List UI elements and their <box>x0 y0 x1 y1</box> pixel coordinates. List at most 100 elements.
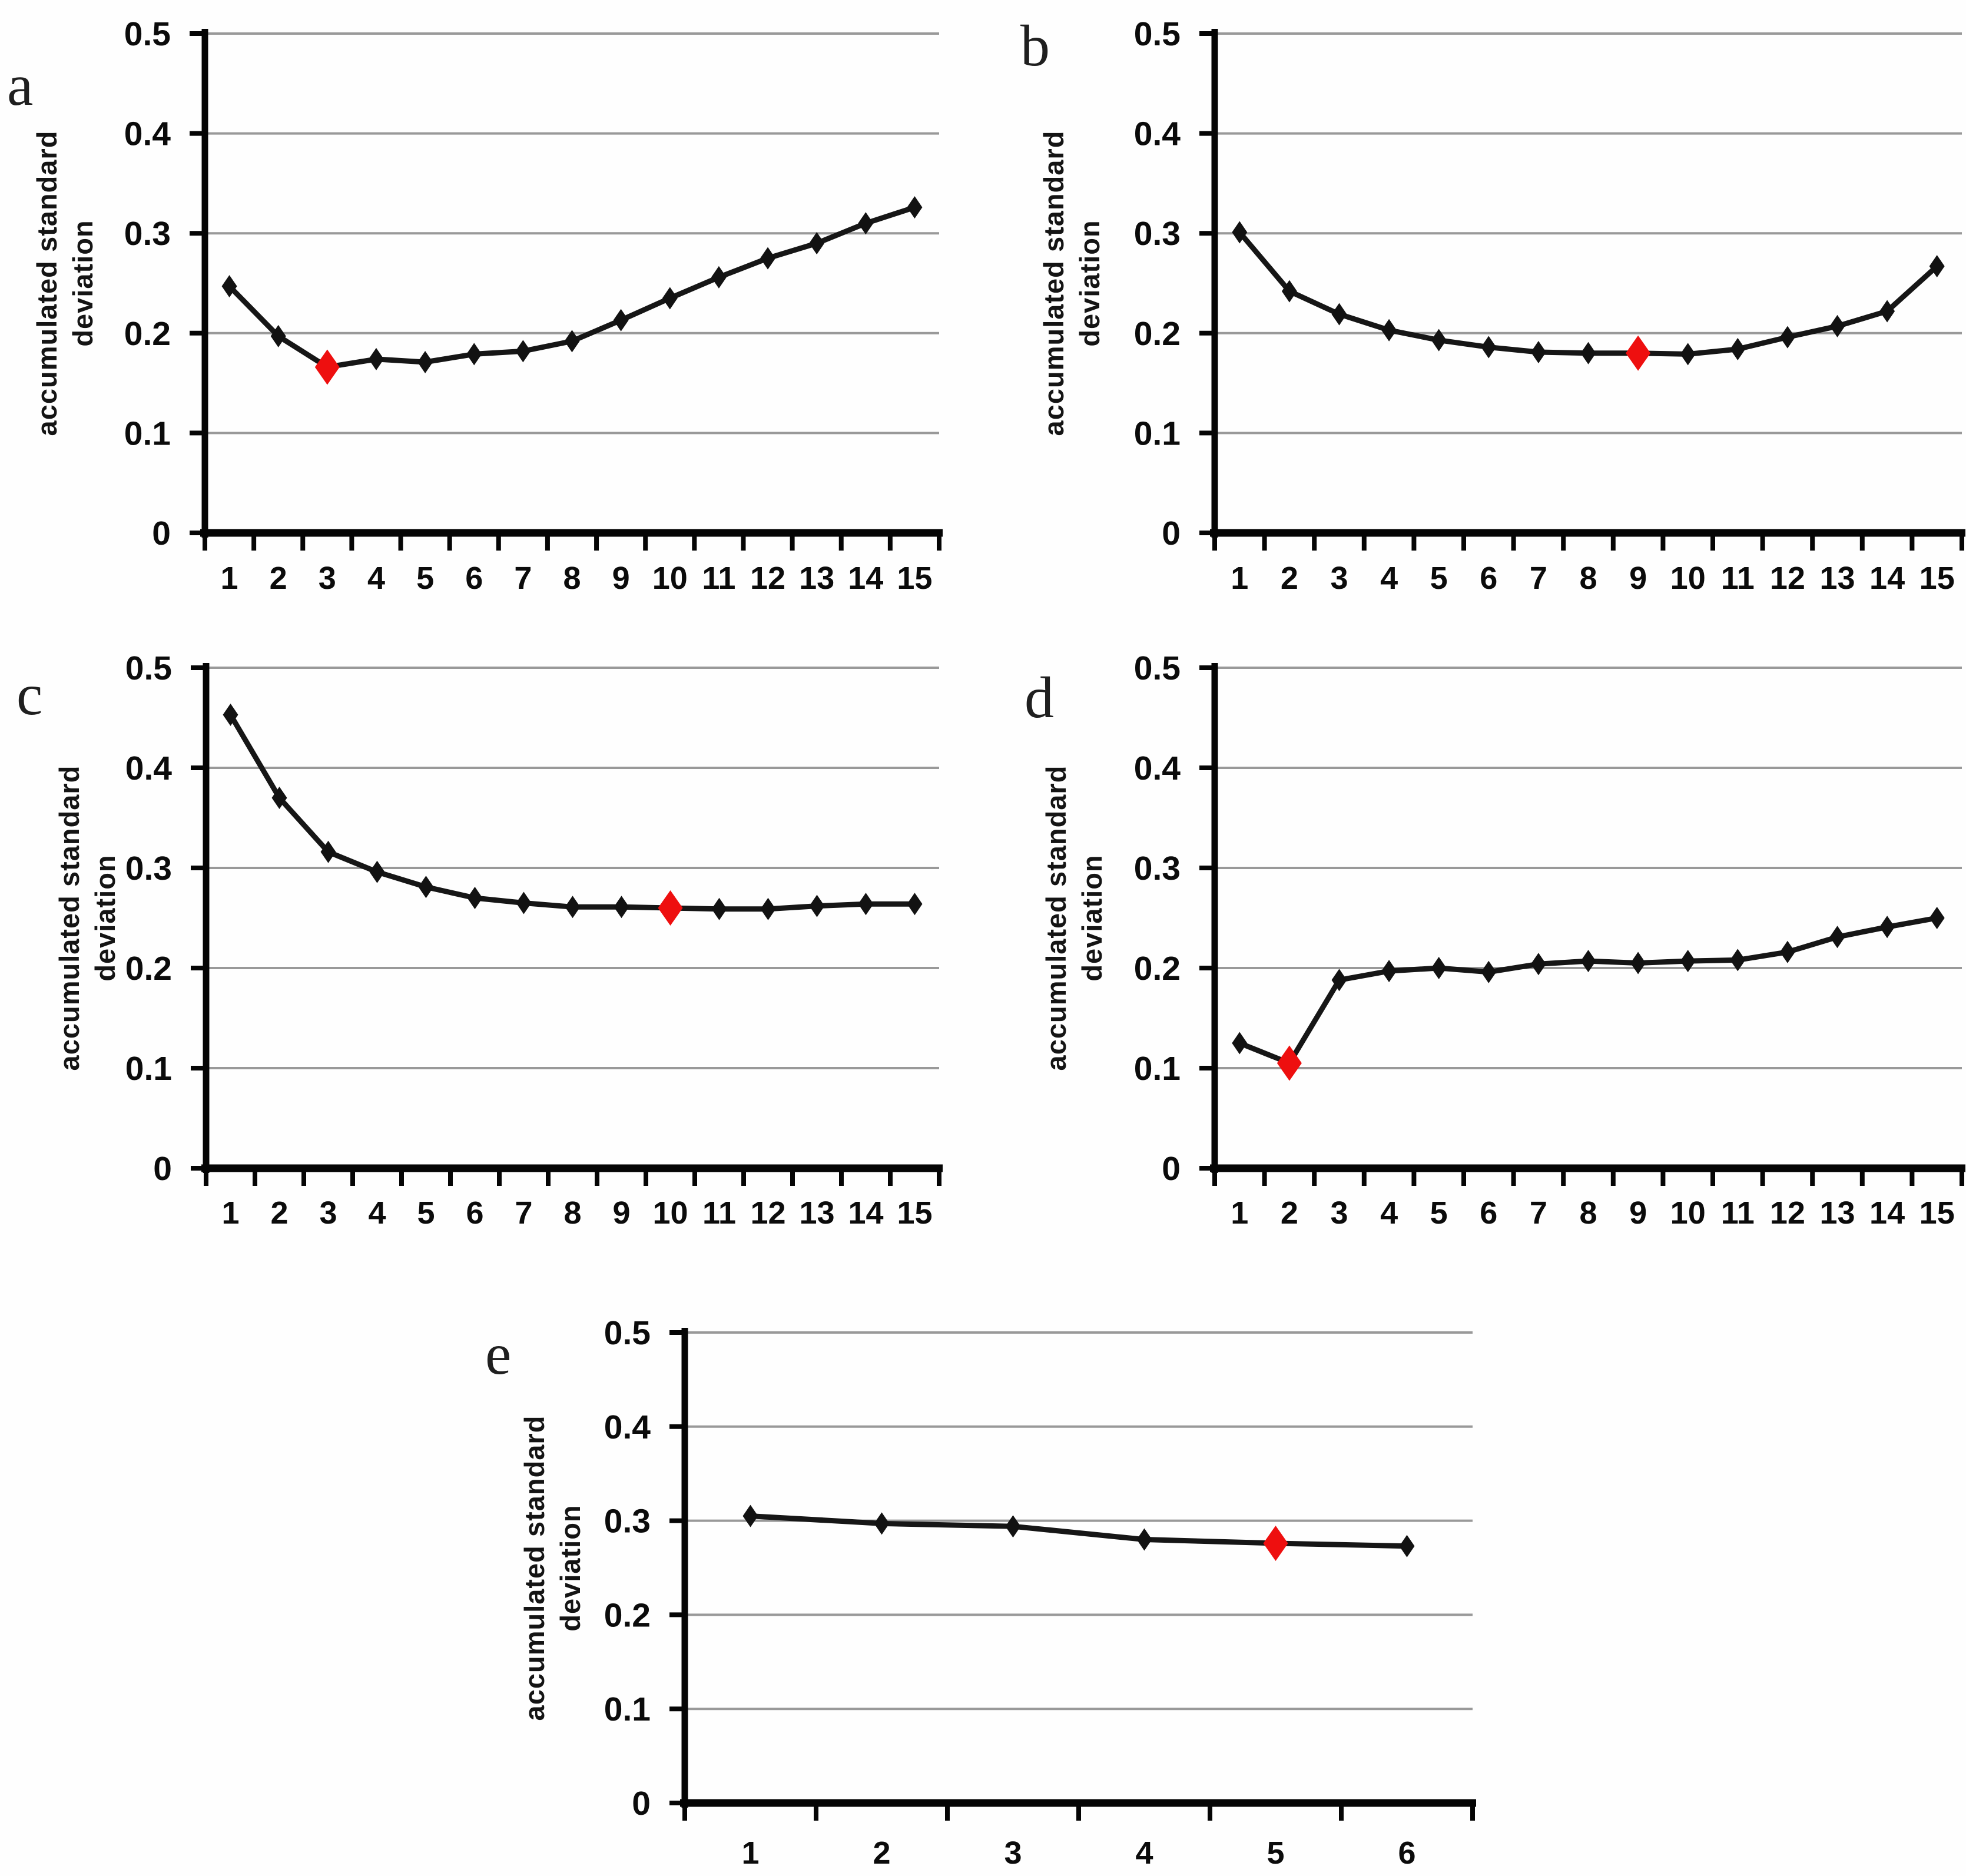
y-tick-label: 0.3 <box>1134 850 1181 887</box>
data-markers <box>742 1504 1415 1561</box>
data-point-marker <box>223 703 238 726</box>
y-tick-label: 0.2 <box>124 315 171 353</box>
panel-letter-a: a <box>7 52 34 118</box>
y-axis-title-line: deviation <box>1076 854 1108 982</box>
panel-letter-e: e <box>485 1321 512 1387</box>
data-point-marker <box>742 1504 758 1527</box>
y-tick-label: 0.2 <box>1134 315 1181 353</box>
data-point-marker <box>1779 940 1795 963</box>
x-tick-label: 14 <box>1869 561 1905 596</box>
x-tick-label: 10 <box>1670 561 1706 596</box>
y-axis-title-a: accumulated standard deviation <box>24 18 106 548</box>
x-tick-label: 3 <box>1004 1835 1022 1871</box>
data-point-marker <box>1232 1032 1248 1055</box>
data-point-marker <box>662 287 678 310</box>
data-point-marker <box>516 891 532 914</box>
data-point-marker <box>270 324 286 347</box>
data-point-marker <box>711 897 727 920</box>
data-point-marker <box>1136 1528 1152 1551</box>
x-tick-label: 2 <box>1281 561 1298 596</box>
data-point-marker <box>1829 926 1845 949</box>
gridlines-and-yticks: 0 0.1 0.2 0.3 0.4 0.5 <box>125 649 939 1188</box>
y-tick-label: 0.1 <box>604 1691 651 1728</box>
x-tick-label: 5 <box>1430 561 1448 596</box>
x-tick-label: 3 <box>1330 561 1348 596</box>
axes <box>200 29 943 538</box>
data-point-marker <box>1630 952 1646 975</box>
xticks: 1 2 3 4 5 6 7 8 9 10 11 12 13 14 15 <box>1212 533 1964 596</box>
highlight-point-marker <box>658 890 683 926</box>
chart-panel-c: 00.10.20.30.40.51 2 3 4 5 6 7 8 9 10 11 12 13 14 15 <box>125 649 943 1231</box>
y-tick-label: 0.5 <box>124 15 171 53</box>
x-tick-label: 13 <box>799 561 834 596</box>
panel-letter-c: c <box>16 662 43 727</box>
data-point-marker <box>907 196 923 219</box>
x-tick-label: 3 <box>1330 1195 1348 1231</box>
x-tick-label: 15 <box>897 561 932 596</box>
data-point-marker <box>1331 303 1347 326</box>
x-tick-label: 9 <box>612 1195 630 1231</box>
axes <box>1210 29 1965 538</box>
data-point-marker <box>221 275 237 298</box>
data-markers <box>223 703 923 926</box>
y-tick-label: 0.2 <box>125 950 172 987</box>
panel-letter-b: b <box>1020 13 1050 78</box>
chart-panel-e: 0 0.1 0.2 0.3 0.4 0.5 1 2 3 4 5 6 <box>604 1314 1476 1871</box>
data-point-marker <box>418 876 434 899</box>
gridlines-and-yticks: 0 0.1 0.2 0.3 0.4 0.5 <box>1134 15 1962 552</box>
y-tick-label: 0 <box>632 1785 651 1822</box>
data-markers <box>1232 221 1945 371</box>
x-tick-label: 2 <box>873 1835 890 1871</box>
x-tick-label: 1 <box>221 561 238 596</box>
x-tick-label: 2 <box>270 561 287 596</box>
y-tick-label: 0.5 <box>1134 649 1181 687</box>
y-tick-label: 0.4 <box>124 115 171 153</box>
data-markers <box>221 196 923 385</box>
xticks: 1 2 3 4 5 6 7 8 9 10 11 12 13 14 15 <box>203 533 941 596</box>
y-tick-label: 0 <box>1162 1150 1181 1188</box>
x-tick-label: 7 <box>1530 1195 1547 1231</box>
x-tick-label: 2 <box>1281 1195 1298 1231</box>
x-tick-label: 12 <box>750 1195 785 1231</box>
y-tick-label: 0.4 <box>125 750 173 787</box>
y-tick-label: 0.1 <box>125 1050 172 1088</box>
x-tick-label: 4 <box>1380 1195 1398 1231</box>
x-tick-label: 1 <box>221 1195 239 1231</box>
data-series-line <box>228 713 915 912</box>
data-point-marker <box>1281 280 1297 303</box>
y-tick-label: 0.4 <box>604 1408 651 1446</box>
x-tick-label: 15 <box>897 1195 932 1231</box>
x-tick-label: 8 <box>1579 1195 1597 1231</box>
x-tick-label: 10 <box>652 561 688 596</box>
y-axis-title-d: accumulated standard deviation <box>1033 653 1115 1183</box>
xticks: 1 2 3 4 5 6 7 8 9 10 11 12 13 14 15 <box>204 1168 941 1231</box>
x-tick-label: 4 <box>1135 1835 1153 1871</box>
x-tick-label: 5 <box>1267 1835 1284 1871</box>
data-point-marker <box>613 309 629 332</box>
x-tick-label: 13 <box>1819 561 1855 596</box>
x-tick-label: 14 <box>848 561 883 596</box>
data-point-marker <box>369 860 385 883</box>
data-point-marker <box>1399 1534 1415 1557</box>
x-tick-label: 15 <box>1919 1195 1955 1231</box>
x-tick-label: 9 <box>1629 561 1647 596</box>
x-tick-label: 5 <box>416 561 434 596</box>
highlight-point-marker <box>314 349 340 385</box>
x-tick-label: 7 <box>514 561 532 596</box>
data-point-marker <box>1680 950 1696 973</box>
xticks: 1 2 3 4 5 6 7 8 9 10 11 12 13 14 15 <box>1212 1168 1964 1231</box>
x-tick-label: 14 <box>848 1195 883 1231</box>
x-tick-label: 11 <box>702 1195 736 1231</box>
data-point-marker <box>1481 960 1497 983</box>
y-tick-label: 0 <box>153 1150 172 1188</box>
y-axis-title-line: deviation <box>89 854 121 982</box>
x-tick-label: 12 <box>1770 561 1805 596</box>
x-tick-label: 13 <box>1819 1195 1855 1231</box>
y-tick-label: 0.1 <box>124 415 171 452</box>
data-point-marker <box>1730 337 1746 360</box>
data-point-marker <box>368 347 384 370</box>
x-tick-label: 11 <box>1721 1195 1755 1231</box>
y-axis-title-line: accumulated standard <box>518 1415 550 1721</box>
data-point-marker <box>1879 300 1895 323</box>
x-tick-label: 6 <box>1398 1835 1415 1871</box>
